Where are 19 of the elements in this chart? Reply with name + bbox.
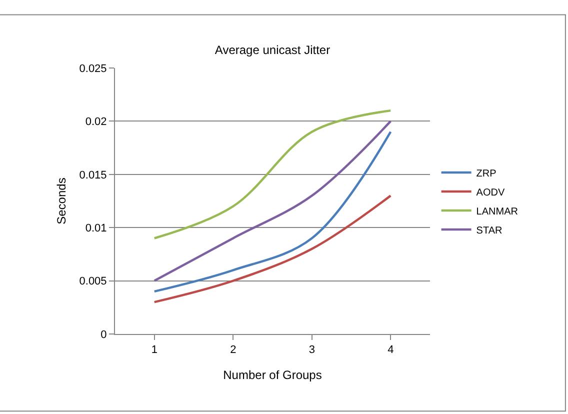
y-tick-label: 0 (100, 328, 107, 341)
legend-label: STAR (476, 225, 502, 236)
y-tick-label: 0.01 (85, 222, 107, 234)
x-tick-label: 3 (308, 344, 315, 356)
legend-label: ZRP (476, 168, 497, 180)
y-axis-title: Seconds (54, 178, 69, 224)
x-tick-label: 4 (388, 344, 394, 356)
y-tick-label: 0.02 (85, 116, 107, 128)
x-tick-label: 2 (230, 344, 236, 356)
y-tick-label: 0.015 (79, 169, 107, 182)
line-series (153, 194, 392, 304)
legend-label: LANMAR (476, 206, 518, 218)
x-tick-label: 1 (151, 344, 158, 356)
line-series (153, 109, 392, 240)
chart-title: Average unicast Jitter (214, 42, 330, 57)
legend-label: AODV (476, 187, 505, 198)
x-axis-title: Number of Groups (223, 368, 322, 382)
y-tick-label: 0.025 (79, 62, 107, 75)
y-tick-label: 0.005 (79, 276, 107, 288)
